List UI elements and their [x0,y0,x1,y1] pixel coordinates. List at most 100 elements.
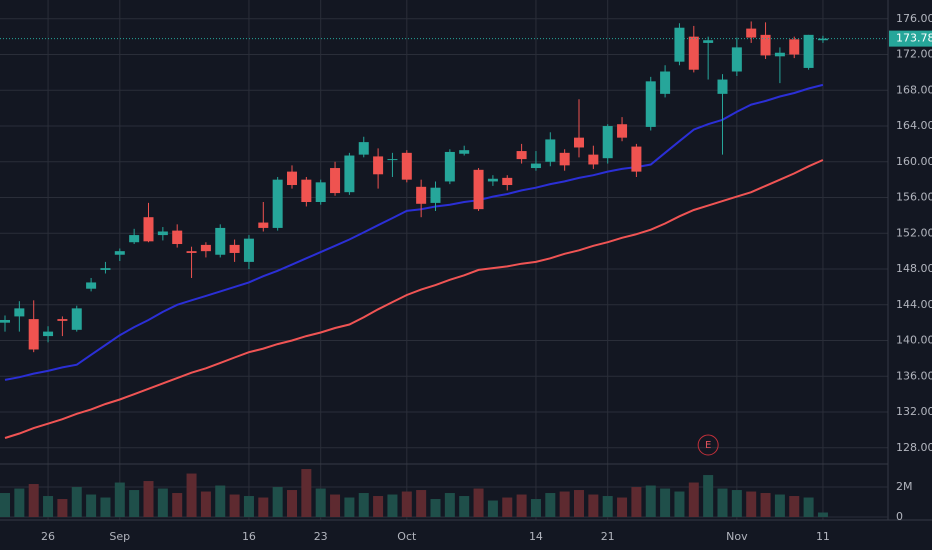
volume-bar [114,482,125,518]
volume-bar [444,493,455,518]
volume-bar [186,473,197,518]
y-tick-label: 160.00 [896,155,932,168]
volume-bar [688,482,699,518]
candle-body [14,308,25,317]
candle-body [674,27,685,62]
volume-bar [200,491,211,518]
volume-bar [315,488,326,518]
volume-bar [272,487,283,518]
candle-body [387,159,398,161]
candle-body [301,179,312,203]
volume-bar [86,494,97,518]
volume-bar [617,497,628,518]
volume-bar [358,493,369,518]
candle-body [330,168,341,194]
candle-body [258,222,269,228]
volume-bar [530,499,541,518]
volume-bar [588,494,599,518]
moving-average-line [4,159,824,439]
candle-body [373,156,384,175]
y-tick-label: 148.00 [896,262,932,275]
candle-body [57,319,68,321]
candle-body [731,47,742,72]
candle-body [71,308,82,330]
candle-body [186,251,197,253]
volume-bar [387,494,398,518]
candle-body [660,71,671,94]
volume-bar [803,497,814,518]
volume-bar [43,496,54,518]
x-tick-label: 11 [816,530,830,543]
candle-body [0,319,10,323]
candle-body [817,38,828,41]
candle-body [129,235,140,243]
candle-body [645,81,656,127]
candle-body [473,169,484,210]
candle-body [774,52,785,57]
volume-bar [645,485,656,518]
volume-bar [559,491,570,518]
candle-body [315,182,326,203]
volume-bar [157,488,168,518]
y-tick-label: 136.00 [896,369,932,382]
candle-body [803,34,814,68]
volume-bar [631,487,642,518]
volume-bar [545,493,556,518]
candle-body [688,36,699,70]
candle-body [602,126,613,159]
volume-tick-label: 0 [896,510,903,523]
volume-bar [172,493,183,518]
candle-body [243,238,254,262]
candle-body [172,230,183,245]
candle-body [717,79,728,94]
candle-body [401,152,412,180]
x-tick-label: 23 [314,530,328,543]
y-tick-label: 132.00 [896,405,932,418]
candle-body [200,244,211,252]
candle-body [358,142,369,155]
volume-bar [215,485,226,518]
candle-body [487,178,498,182]
candle-body [746,28,757,38]
candle-body [86,282,97,289]
volume-bar [516,494,527,518]
volume-bar [0,493,10,518]
volume-tick-label: 2M [896,480,913,493]
candle-body [157,231,168,236]
x-tick-label: Nov [726,530,748,543]
candle-body [760,34,771,56]
candle-body [229,244,240,253]
volume-bar [674,491,685,518]
candle-body [516,151,527,160]
candle-body [502,177,513,186]
y-tick-label: 144.00 [896,298,932,311]
candle-body [459,150,470,154]
volume-bar [459,496,470,518]
volume-bar [28,484,39,518]
volume-bar [430,499,441,518]
candle-body [530,163,541,169]
candle-body [617,124,628,138]
candle-body [444,151,455,182]
volume-bar [574,490,584,518]
y-tick-label: 140.00 [896,334,932,347]
volume-bar [731,490,742,518]
x-tick-label: Sep [109,530,130,543]
volume-bar [660,488,671,518]
x-tick-label: 16 [242,530,256,543]
volume-bar [57,499,68,518]
candle-body [143,217,154,242]
candle-body [545,139,556,162]
candle-body [272,179,283,228]
volume-bar [401,491,412,518]
y-tick-label: 152.00 [896,226,932,239]
candle-body [43,331,54,337]
candle-body [631,146,642,172]
volume-bar [502,497,513,518]
y-tick-label: 168.00 [896,83,932,96]
volume-bar [243,496,254,518]
candle-body [789,39,800,55]
volume-bar [71,487,82,518]
last-price-box [889,30,932,47]
